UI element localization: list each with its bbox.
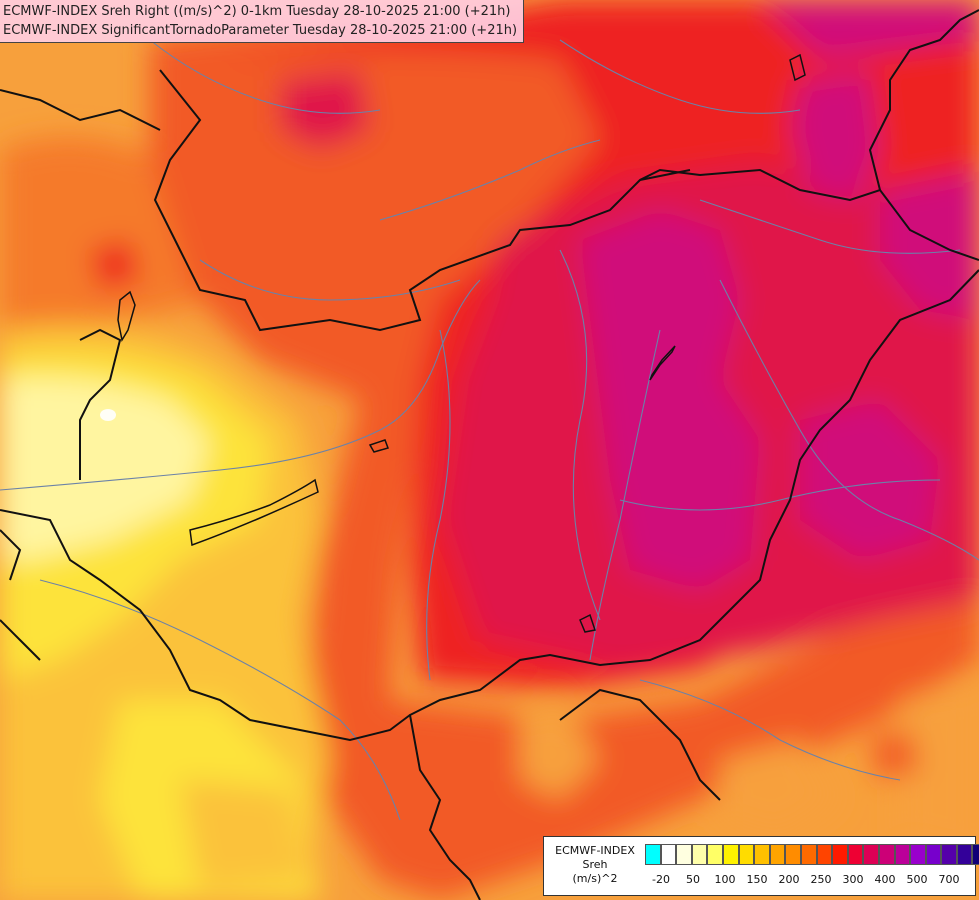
legend-swatch [925,844,942,865]
legend-swatches [645,844,979,865]
legend-swatch [910,844,926,865]
legend-tick-label: 300 [842,873,864,886]
legend-swatch [847,844,864,865]
legend-swatch [676,844,692,865]
legend-tick-label: 100 [714,873,736,886]
legend-swatch [785,844,801,865]
legend-swatch [738,844,755,865]
legend-unit: (m/s)^2 [572,872,618,885]
lakes [117,53,806,633]
legend-swatch [956,844,973,865]
legend-swatch [754,844,770,865]
header-line-2: ECMWF-INDEX SignificantTornadoParameter … [3,23,518,38]
legend-swatch [894,844,911,865]
legend-labels: -20 50 100 150 200 250 300 400 500 700 [645,873,975,889]
color-legend: ECMWF-INDEX Sreh (m/s)^2 -20 50 100 150 200 2… [543,836,979,896]
legend-swatch [878,844,895,865]
country-borders [0,9,979,900]
legend-swatch [800,844,817,865]
legend-swatch [660,844,677,865]
legend-swatch [707,844,723,865]
header-line-1: ECMWF-INDEX Sreh Right ((m/s)^2) 0-1km T… [3,4,511,19]
pale-spot [100,409,116,421]
legend-title: ECMWF-INDEX Sreh (m/s)^2 [546,844,644,886]
legend-swatch [645,844,661,865]
legend-tick-label: 50 [686,873,700,886]
legend-tick-label: 200 [778,873,800,886]
legend-swatch [691,844,708,865]
legend-swatch [816,844,833,865]
legend-swatch [832,844,848,865]
legend-swatch [972,844,979,865]
river-lines [0,39,979,821]
legend-model: ECMWF-INDEX [555,844,635,857]
legend-swatch [863,844,879,865]
legend-tick-label: 250 [810,873,832,886]
legend-tick-label: -20 [652,873,670,886]
legend-swatch [722,844,739,865]
legend-tick-label: 700 [938,873,960,886]
legend-parameter: Sreh [582,858,608,871]
legend-swatch [769,844,786,865]
legend-swatch [941,844,957,865]
legend-tick-label: 500 [906,873,928,886]
legend-tick-label: 150 [746,873,768,886]
legend-tick-label: 400 [874,873,896,886]
map-header: ECMWF-INDEX Sreh Right ((m/s)^2) 0-1km T… [0,0,525,43]
